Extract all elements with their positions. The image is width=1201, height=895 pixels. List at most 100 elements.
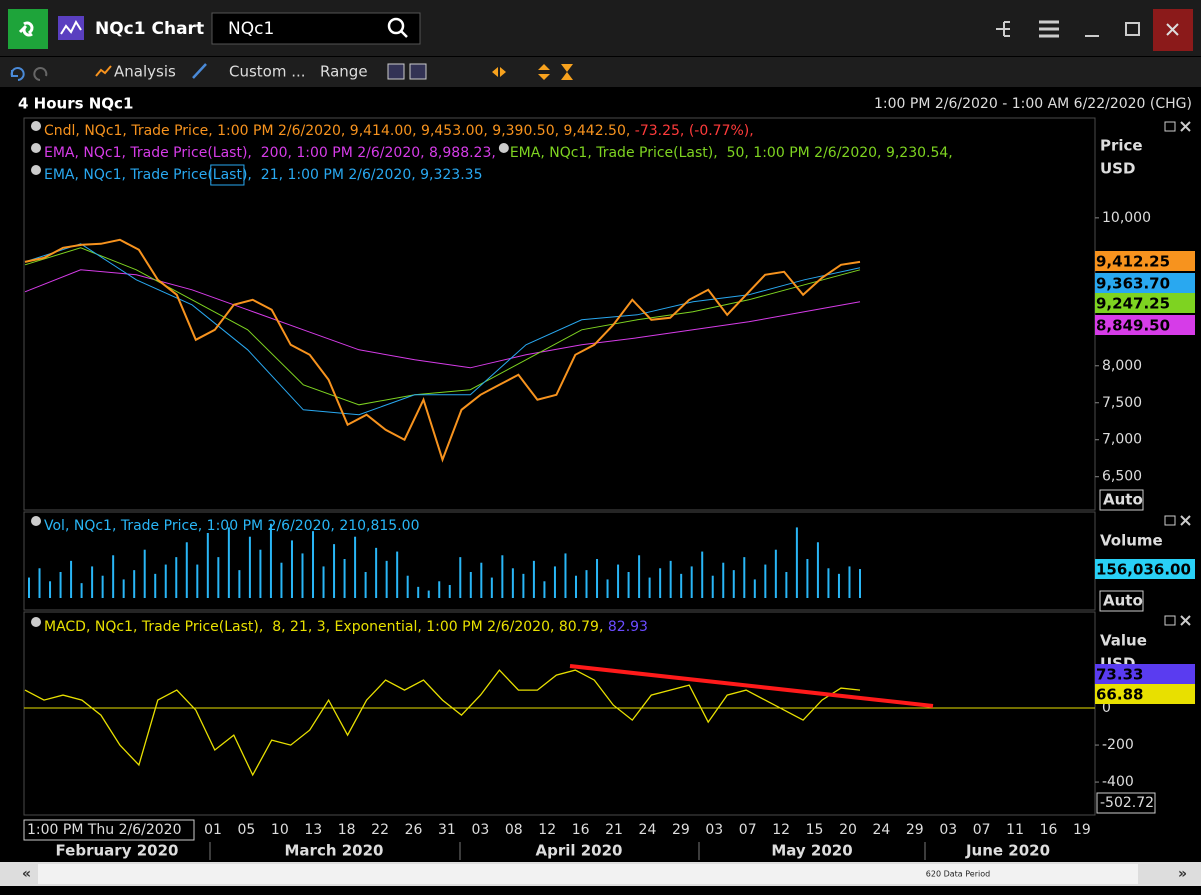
volume-bar bbox=[28, 577, 30, 598]
zoom-icons[interactable] bbox=[492, 64, 573, 80]
y-tick-label: 10,000 bbox=[1102, 210, 1151, 226]
volume-bar bbox=[312, 531, 315, 598]
scale-mode-box[interactable] bbox=[1099, 590, 1144, 612]
volume-bar bbox=[385, 560, 388, 598]
interval-label: 4 Hours NQc1 bbox=[18, 95, 133, 113]
panel-icon[interactable] bbox=[31, 143, 41, 153]
custom-menu[interactable]: Custom ... bbox=[229, 63, 306, 81]
x-tick-label: 29 bbox=[672, 822, 690, 838]
panel-restore[interactable] bbox=[1164, 121, 1176, 132]
volume-bar bbox=[112, 555, 115, 598]
panel-close[interactable] bbox=[1180, 515, 1191, 526]
volume-bar bbox=[859, 569, 861, 598]
volume-bar bbox=[732, 570, 735, 598]
macd-line bbox=[24, 669, 861, 777]
x-tick-label: 26 bbox=[405, 822, 423, 838]
month-label: April 2020 bbox=[536, 842, 623, 860]
value-badge-text: 66.88 bbox=[1096, 686, 1143, 704]
panel-close[interactable] bbox=[1180, 615, 1191, 626]
scale-mode-box[interactable] bbox=[1099, 489, 1144, 511]
volume-bar bbox=[301, 553, 304, 598]
volume-bar bbox=[290, 540, 293, 598]
volume-bar bbox=[638, 555, 641, 598]
volume-bar bbox=[743, 557, 746, 598]
panel-icon[interactable] bbox=[31, 165, 41, 175]
volume-bar bbox=[701, 551, 704, 598]
range-menu[interactable]: Range bbox=[320, 63, 368, 81]
legend-text: Cndl, NQc1, Trade Price, 1:00 PM 2/6/202… bbox=[44, 123, 635, 139]
app-icon[interactable] bbox=[8, 9, 48, 49]
x-tick-label: 10 bbox=[271, 822, 289, 838]
search-box[interactable] bbox=[211, 12, 421, 45]
search-icon[interactable] bbox=[387, 17, 405, 35]
volume-bar bbox=[669, 560, 672, 598]
legend-text: EMA, NQc1, Trade Price( bbox=[44, 167, 213, 183]
panel-close[interactable] bbox=[1180, 121, 1191, 132]
min-label: -502.72 bbox=[1100, 795, 1154, 811]
volume-bar bbox=[827, 568, 830, 598]
start-date: 1:00 PM Thu 2/6/2020 bbox=[27, 822, 182, 838]
value-badge bbox=[1095, 559, 1195, 579]
panel-icon[interactable] bbox=[31, 121, 41, 131]
volume-bar bbox=[248, 536, 251, 598]
volume-bar bbox=[774, 549, 777, 598]
x-tick-label: 21 bbox=[605, 822, 623, 838]
volume-bar bbox=[375, 547, 378, 598]
value-badge-text: 73.33 bbox=[1096, 666, 1143, 684]
y-tick-label: 7,000 bbox=[1102, 432, 1142, 448]
tree-icon[interactable] bbox=[996, 21, 1010, 37]
scroll-thumb[interactable] bbox=[38, 864, 1138, 884]
value-badge bbox=[1095, 664, 1195, 684]
scroll-right[interactable]: » bbox=[1178, 866, 1187, 882]
y-tick-label: -400 bbox=[1102, 774, 1134, 790]
panel-icon[interactable] bbox=[498, 143, 509, 153]
scroll-left[interactable]: « bbox=[22, 866, 31, 882]
trend-line[interactable] bbox=[569, 664, 934, 708]
x-tick-label: 07 bbox=[973, 822, 991, 838]
panel-restore[interactable] bbox=[1164, 615, 1176, 626]
panel-icon[interactable] bbox=[31, 617, 41, 627]
panel-restore[interactable] bbox=[1164, 515, 1176, 526]
volume-bar bbox=[154, 573, 157, 598]
volume-bar bbox=[185, 542, 188, 598]
volume-bar bbox=[427, 590, 430, 598]
value-badge-text: 156,036.00 bbox=[1096, 561, 1191, 579]
maximize-button[interactable] bbox=[1125, 22, 1140, 36]
price-line bbox=[24, 243, 861, 416]
chart-glyph bbox=[60, 19, 82, 35]
volume-bar bbox=[322, 566, 325, 598]
x-tick-label: 24 bbox=[872, 822, 890, 838]
volume-bar bbox=[175, 557, 178, 598]
toolbar bbox=[0, 57, 1201, 87]
axis-title: Volume bbox=[1100, 532, 1163, 550]
volume-bar bbox=[133, 570, 136, 598]
panel-icon[interactable] bbox=[31, 516, 41, 526]
value-badge bbox=[1095, 273, 1195, 293]
toolbar-icon[interactable] bbox=[387, 63, 405, 80]
toolbar-icon[interactable] bbox=[409, 63, 427, 80]
volume-bar bbox=[259, 549, 262, 598]
draw-tool[interactable] bbox=[192, 63, 207, 79]
menu-icon[interactable] bbox=[1039, 20, 1059, 38]
volume-bar bbox=[816, 542, 819, 598]
x-tick-label: 16 bbox=[572, 822, 590, 838]
volume-bar bbox=[553, 566, 556, 598]
x-tick-label: 07 bbox=[739, 822, 757, 838]
x-tick-label: 31 bbox=[438, 822, 456, 838]
volume-bar bbox=[690, 566, 693, 598]
volume-bar bbox=[627, 571, 630, 598]
y-tick-label: 7,500 bbox=[1102, 395, 1142, 411]
volume-bar bbox=[480, 562, 483, 598]
volume-bar bbox=[806, 558, 809, 598]
volume-bar bbox=[49, 581, 52, 598]
volume-bar bbox=[217, 557, 220, 598]
analysis-menu[interactable]: Analysis bbox=[114, 63, 176, 81]
volume-bar bbox=[532, 560, 535, 598]
undo-button[interactable] bbox=[10, 67, 25, 81]
redo-button[interactable] bbox=[33, 67, 48, 81]
legend-text: 82.93 bbox=[608, 619, 648, 635]
volume-bar bbox=[38, 568, 41, 598]
volume-bar bbox=[80, 583, 83, 598]
link-icon bbox=[18, 21, 34, 37]
